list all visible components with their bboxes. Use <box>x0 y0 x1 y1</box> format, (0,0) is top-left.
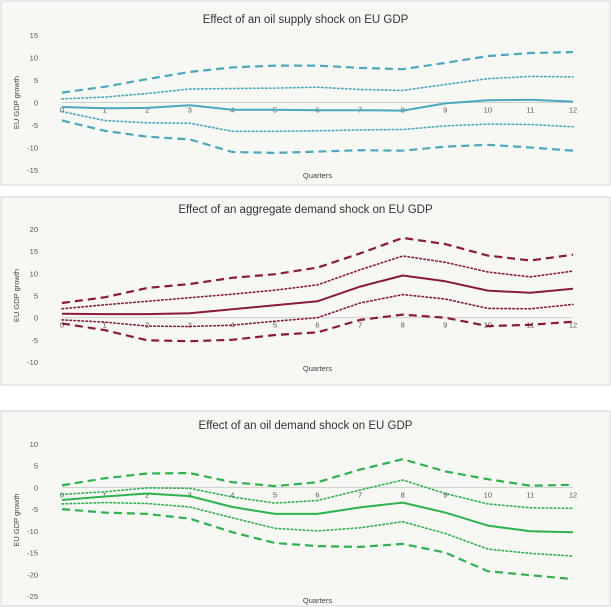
x-tick-label: 0 <box>60 321 64 330</box>
series-line-dashed-4 <box>61 313 574 343</box>
series-line-dotted-1 <box>61 255 574 310</box>
series-line-dotted-3 <box>61 110 574 133</box>
series-line-dotted-1 <box>61 75 574 100</box>
y-tick-label: -5 <box>31 121 38 130</box>
series-line-solid-2 <box>61 98 574 112</box>
y-axis-label: EU GDP growth <box>12 493 21 546</box>
series-line-dashed-4 <box>61 119 574 154</box>
series-line-dashed-0 <box>61 236 574 305</box>
series-line-dashed-0 <box>61 458 574 488</box>
series-line-solid-2 <box>61 492 574 534</box>
y-tick-label: 5 <box>34 76 38 85</box>
y-tick-label: -5 <box>31 505 38 514</box>
x-tick-label: 9 <box>443 321 447 330</box>
x-axis-label: Quarters <box>303 364 332 373</box>
chart-panel-aggregate-demand: Effect of an aggregate demand shock on E… <box>0 196 611 386</box>
series-line-dashed-4 <box>61 508 574 581</box>
chart-frame <box>0 410 611 607</box>
chart-title: Effect of an aggregate demand shock on E… <box>178 204 433 216</box>
y-tick-label: 5 <box>34 462 38 471</box>
y-tick-label: -10 <box>27 144 38 153</box>
y-tick-label: -20 <box>27 570 38 579</box>
chart-aggregate-demand-shock: Effect of an aggregate demand shock on E… <box>0 196 611 386</box>
x-tick-label: 1 <box>102 321 106 330</box>
x-tick-label: 6 <box>315 321 319 330</box>
y-tick-label: -10 <box>27 527 38 536</box>
y-tick-label: 0 <box>34 483 38 492</box>
x-tick-label: 4 <box>230 321 234 330</box>
x-axis-label: Quarters <box>303 171 332 180</box>
series-line-solid-2 <box>61 274 574 316</box>
x-tick-label: 8 <box>401 490 405 499</box>
y-tick-label: -5 <box>31 336 38 345</box>
y-tick-label: 10 <box>30 54 38 63</box>
x-tick-label: 7 <box>358 490 362 499</box>
x-tick-label: 2 <box>145 106 149 115</box>
x-tick-label: 6 <box>315 490 319 499</box>
chart-title: Effect of an oil demand shock on EU GDP <box>199 420 413 432</box>
chart-oil-demand-shock: Effect of an oil demand shock on EU GDP 1… <box>0 410 611 607</box>
x-tick-label: 11 <box>527 490 535 499</box>
x-tick-label: 12 <box>569 106 577 115</box>
y-tick-label: 20 <box>30 225 38 234</box>
y-tick-label: -25 <box>27 592 38 601</box>
x-tick-label: 4 <box>230 490 234 499</box>
series-line-dotted-1 <box>61 479 574 510</box>
x-tick-label: 2 <box>145 490 149 499</box>
x-tick-label: 9 <box>443 490 447 499</box>
chart-title: Effect of an oil supply shock on EU GDP <box>203 14 409 26</box>
x-tick-label: 3 <box>188 106 192 115</box>
y-tick-label: 10 <box>30 440 38 449</box>
x-tick-label: 0 <box>60 106 64 115</box>
x-tick-label: 10 <box>484 490 492 499</box>
chart-panel-oil-demand: Effect of an oil demand shock on EU GDP 1… <box>0 410 611 607</box>
x-tick-label: 11 <box>527 106 535 115</box>
x-tick-label: 5 <box>273 321 277 330</box>
x-tick-label: 1 <box>102 490 106 499</box>
y-tick-label: -10 <box>27 358 38 367</box>
x-tick-label: 8 <box>401 321 405 330</box>
x-tick-label: 12 <box>569 490 577 499</box>
y-tick-label: -15 <box>27 166 38 175</box>
x-tick-label: 1 <box>102 106 106 115</box>
y-axis-label: EU GDP growth <box>12 269 21 322</box>
chart-oil-supply-shock: Effect of an oil supply shock on EU GDP 1… <box>0 0 611 186</box>
y-axis-label: EU GDP growth <box>12 76 21 129</box>
x-tick-label: 9 <box>443 106 447 115</box>
series-line-dotted-3 <box>61 501 574 557</box>
x-axis-label: Quarters <box>303 596 332 605</box>
x-tick-label: 5 <box>273 490 277 499</box>
y-tick-label: 0 <box>34 99 38 108</box>
x-tick-label: 7 <box>358 321 362 330</box>
chart-panel-oil-supply: Effect of an oil supply shock on EU GDP 1… <box>0 0 611 186</box>
y-tick-label: 15 <box>30 247 38 256</box>
y-tick-label: 5 <box>34 292 38 301</box>
chart-frame <box>0 0 611 186</box>
y-tick-label: 15 <box>30 31 38 40</box>
x-tick-label: 10 <box>484 106 492 115</box>
x-tick-label: 3 <box>188 321 192 330</box>
y-tick-label: -15 <box>27 549 38 558</box>
x-tick-label: 3 <box>188 490 192 499</box>
y-tick-label: 0 <box>34 314 38 323</box>
x-tick-label: 12 <box>569 321 577 330</box>
chart-frame <box>0 196 611 386</box>
x-tick-label: 2 <box>145 321 149 330</box>
y-tick-label: 10 <box>30 269 38 278</box>
series-line-dotted-3 <box>61 293 574 328</box>
